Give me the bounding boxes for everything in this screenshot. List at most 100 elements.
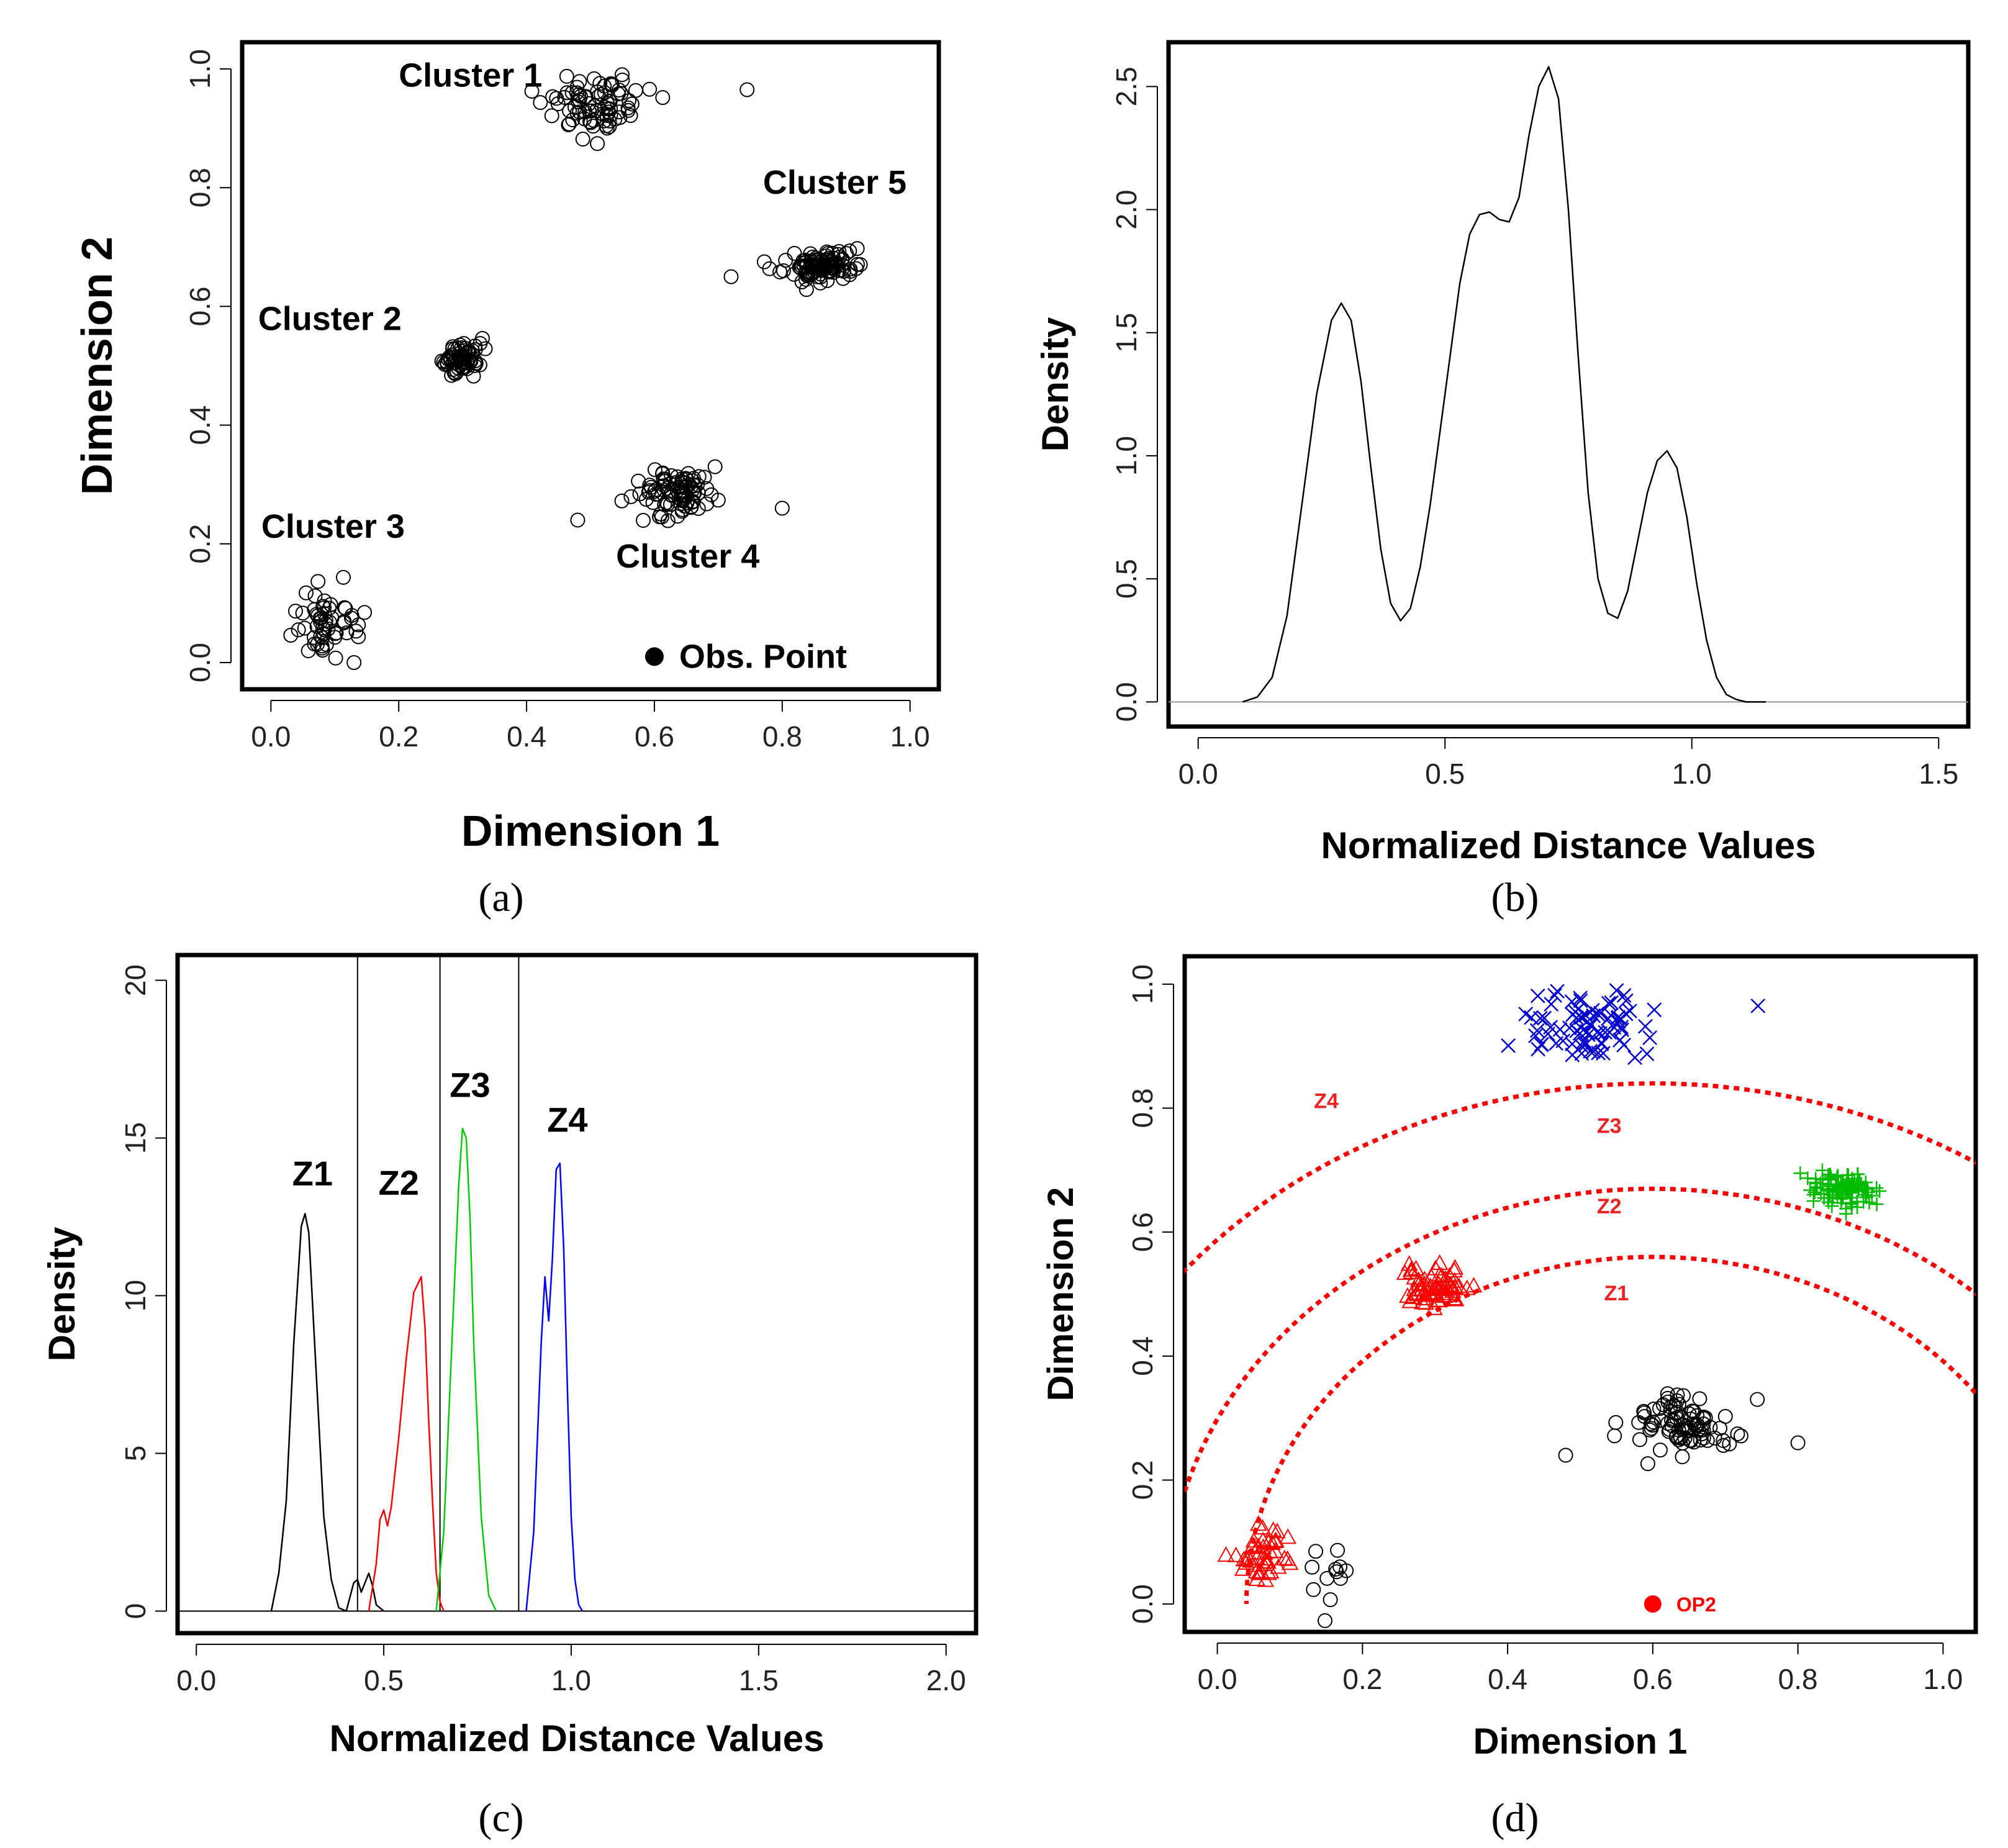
data-point [1660, 1386, 1675, 1402]
panel-label-a: (a) [478, 875, 524, 920]
data-point [1254, 1531, 1272, 1547]
chart-panel-a: 0.0 0.2 0.4 0.6 0.8 1.0 0.0 0.2 0.4 0.6 0.8 1.0 Dime… [73, 40, 941, 855]
data-point [623, 489, 639, 504]
x-axis-label: Normalized Distance Values [330, 1718, 825, 1759]
data-point [315, 620, 330, 636]
x-tick-label: 0.0 [1178, 758, 1218, 790]
data-point [1332, 1570, 1348, 1586]
data-point [673, 492, 689, 507]
data-point [1330, 1542, 1345, 1558]
cluster-label: Cluster 2 [258, 301, 402, 338]
data-point [670, 469, 685, 484]
data-point [307, 630, 322, 645]
data-point [336, 615, 351, 631]
data-point [655, 466, 671, 482]
zone-label: Z4 [1314, 1090, 1339, 1113]
data-point [1260, 1533, 1278, 1549]
y-tick-label: 0.6 [184, 286, 216, 326]
data-point [803, 246, 818, 261]
data-point [601, 104, 617, 120]
data-point [1564, 994, 1580, 1009]
data-point [1703, 1420, 1718, 1435]
observation-point-label: OP2 [1676, 1593, 1716, 1616]
data-point [287, 604, 303, 619]
data-point [614, 67, 630, 83]
data-point [1873, 1184, 1887, 1198]
data-point [816, 261, 831, 276]
data-point [828, 255, 843, 270]
data-point [635, 513, 651, 528]
data-point [798, 282, 814, 297]
y-tick-label: 0.0 [1110, 682, 1142, 722]
x-tick-label: 0.2 [379, 720, 418, 753]
y-tick-label: 20 [119, 964, 152, 996]
data-point [1446, 1259, 1464, 1275]
data-point [445, 355, 461, 371]
data-point [314, 638, 330, 654]
data-point [1632, 1432, 1647, 1447]
data-point [674, 474, 690, 489]
data-point [545, 89, 561, 104]
density-line-z3 [435, 1128, 497, 1611]
data-point [756, 254, 772, 270]
data-point [1583, 1044, 1598, 1059]
x-axis-label: Dimension 1 [1473, 1721, 1688, 1762]
y-tick-label: 0.0 [1126, 1584, 1159, 1624]
data-point [1465, 1277, 1483, 1293]
data-point [1610, 1010, 1626, 1026]
x-tick-label: 0.6 [1633, 1663, 1673, 1695]
data-point [1679, 1421, 1694, 1436]
data-point [1530, 988, 1545, 1003]
y-tick-label: 0.2 [1126, 1460, 1159, 1500]
data-point [1411, 1274, 1428, 1290]
data-point [1645, 1415, 1661, 1430]
data-point [1281, 1554, 1299, 1570]
y-axis-label: Density [41, 1226, 83, 1361]
data-point [477, 341, 493, 356]
data-point [597, 78, 612, 94]
data-point [1609, 983, 1624, 998]
data-point [624, 96, 640, 112]
data-point [1437, 1270, 1454, 1286]
data-point [1636, 1403, 1652, 1419]
data-point [1547, 988, 1562, 1003]
data-point [297, 620, 312, 636]
observation-point [644, 647, 664, 666]
data-point [604, 77, 620, 93]
data-point [1806, 1187, 1820, 1202]
data-point [1807, 1185, 1822, 1200]
y-tick-label: 5 [119, 1446, 152, 1462]
data-point [1664, 1418, 1680, 1433]
data-point [1305, 1559, 1320, 1575]
panel-label-b: (b) [1491, 875, 1539, 920]
x-tick-label: 0.5 [1425, 758, 1465, 790]
data-point [1396, 1264, 1414, 1280]
x-tick-label: 1.0 [551, 1664, 591, 1696]
chart-panel-d: 0.0 0.2 0.4 0.6 0.8 1.0 0.0 0.2 0.4 0.6 0.8 1.0 Dime… [1041, 954, 1978, 1762]
data-point [564, 85, 580, 101]
data-point [1853, 1174, 1867, 1189]
density-line-z4 [525, 1162, 584, 1612]
data-point [589, 103, 604, 119]
data-point [1815, 1163, 1829, 1177]
data-point [1666, 1398, 1681, 1414]
data-point [584, 103, 599, 119]
zone-label: Z4 [547, 1100, 587, 1139]
data-point [774, 500, 790, 516]
data-point [1693, 1433, 1708, 1448]
data-point [317, 593, 332, 609]
data-point [1544, 997, 1559, 1012]
data-point [1670, 1387, 1685, 1403]
data-point [1234, 1560, 1252, 1576]
data-point [1865, 1189, 1879, 1203]
data-point [1417, 1294, 1434, 1310]
data-point [800, 266, 816, 281]
data-point [1555, 1033, 1571, 1049]
y-tick-label: 0.4 [1126, 1336, 1159, 1376]
data-point [1607, 1428, 1622, 1444]
data-point [1644, 1421, 1659, 1436]
data-point [1427, 1259, 1444, 1275]
data-point [344, 608, 360, 623]
data-point [1817, 1191, 1831, 1205]
